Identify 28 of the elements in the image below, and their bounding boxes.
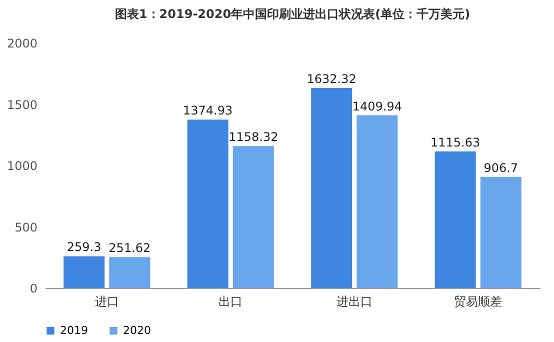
y-tick-label: 2000 (6, 36, 38, 50)
data-label: 1374.93 (183, 104, 233, 118)
data-label: 259.3 (66, 240, 102, 254)
data-label: 1632.32 (306, 72, 356, 86)
bar (187, 120, 228, 288)
legend-label: 2020 (123, 324, 151, 337)
data-label: 1158.32 (228, 130, 278, 144)
bar (232, 146, 274, 288)
data-label: 251.62 (108, 241, 151, 256)
bar (311, 88, 352, 288)
data-label: 1115.63 (430, 135, 480, 150)
chart-title: 图表1：2019-2020年中国印刷业进出口状况表(单位：千万美元) (114, 7, 470, 21)
y-tick-label: 0 (30, 282, 38, 296)
legend-label: 2019 (60, 324, 88, 337)
bar (109, 257, 150, 288)
data-label: 1409.94 (352, 99, 402, 114)
x-tick-label: 进口 (94, 294, 119, 308)
data-label: 906.7 (484, 160, 518, 175)
x-tick-label: 进出口 (336, 294, 372, 308)
bar (64, 256, 105, 288)
y-tick-label: 1500 (6, 98, 38, 112)
y-tick-label: 500 (14, 220, 38, 234)
y-tick-label: 1000 (6, 159, 38, 173)
x-tick-label: 出口 (218, 294, 243, 308)
x-tick-label: 贸易顺差 (454, 294, 502, 308)
bar (434, 151, 476, 288)
bar (356, 115, 398, 288)
bar (480, 176, 522, 288)
